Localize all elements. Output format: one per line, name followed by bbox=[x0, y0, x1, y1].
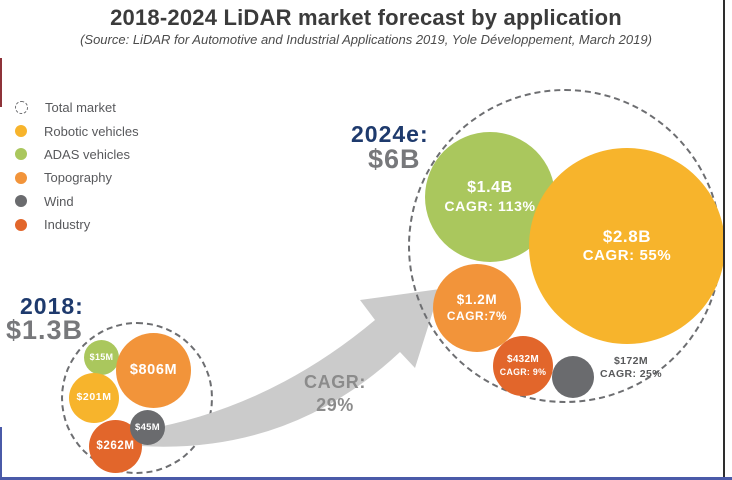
bubble-2024-wind bbox=[552, 356, 594, 398]
bubble-2018-topography: $806M bbox=[116, 333, 191, 408]
bubble-2024-wind-label: $172M CAGR: 25% bbox=[591, 355, 671, 381]
right-border-line bbox=[723, 0, 725, 480]
bubble-value: $1.2M bbox=[456, 292, 498, 308]
total-2024-label: $6B bbox=[368, 144, 421, 174]
legend-item-wind: Wind bbox=[15, 190, 139, 213]
bubble-value: $201M bbox=[76, 391, 112, 404]
chart-source: (Source: LiDAR for Automotive and Indust… bbox=[80, 32, 652, 47]
legend-item-total-market: Total market bbox=[15, 96, 139, 119]
growth-cagr-text: CAGR: 29% bbox=[285, 371, 385, 417]
legend-label: Topography bbox=[44, 170, 112, 186]
bubble-2024-topography: $1.2M CAGR:7% bbox=[433, 264, 521, 352]
total-2018-label: $1.3B bbox=[6, 315, 84, 345]
left-blue-border-segment bbox=[0, 427, 2, 480]
bubble-value: $2.8B bbox=[602, 227, 652, 247]
bubble-value: $262M bbox=[96, 440, 135, 453]
legend-item-robotic-vehicles: Robotic vehicles bbox=[15, 119, 139, 142]
bubble-cagr: CAGR: 55% bbox=[582, 247, 672, 265]
legend-item-topography: Topography bbox=[15, 166, 139, 189]
legend-label: ADAS vehicles bbox=[44, 146, 130, 162]
gray-dot-icon bbox=[15, 195, 27, 208]
year-2024-label: 2024e: bbox=[351, 121, 429, 147]
growth-cagr-label: CAGR: bbox=[304, 372, 366, 392]
chart-title: 2018-2024 LiDAR market forecast by appli… bbox=[110, 5, 622, 30]
bottom-border-line bbox=[0, 477, 732, 480]
dashed-circle-icon bbox=[15, 101, 28, 115]
bubble-2018-robotic: $201M bbox=[69, 373, 119, 423]
bubble-value: $432M bbox=[506, 354, 540, 366]
bubble-value: $172M bbox=[613, 355, 649, 367]
green-dot-icon bbox=[15, 148, 27, 161]
bubble-cagr: CAGR: 25% bbox=[600, 368, 662, 380]
legend-item-adas-vehicles: ADAS vehicles bbox=[15, 143, 139, 166]
bubble-cagr: CAGR: 9% bbox=[499, 366, 547, 377]
legend-label: Robotic vehicles bbox=[44, 123, 139, 139]
bubble-value: $45M bbox=[135, 421, 160, 433]
legend: Total market Robotic vehicles ADAS vehic… bbox=[15, 96, 139, 236]
left-red-border-segment bbox=[0, 58, 2, 107]
legend-label: Industry bbox=[44, 217, 91, 233]
red-orange-dot-icon bbox=[15, 218, 27, 231]
yellow-dot-icon bbox=[15, 125, 27, 138]
orange-dot-icon bbox=[15, 171, 27, 184]
legend-label: Total market bbox=[45, 100, 116, 116]
bubble-value: $1.4B bbox=[467, 179, 513, 197]
bubble-value: $15M bbox=[89, 351, 114, 362]
bubble-value: $806M bbox=[129, 362, 178, 379]
growth-cagr-value: 29% bbox=[316, 395, 354, 415]
bubble-cagr: CAGR: 113% bbox=[444, 198, 536, 215]
bubble-2024-industry: $432M CAGR: 9% bbox=[493, 336, 553, 396]
bubble-cagr: CAGR:7% bbox=[446, 309, 508, 324]
bubble-2024-robotic: $2.8B CAGR: 55% bbox=[529, 148, 725, 344]
bubble-2018-adas: $15M bbox=[84, 340, 119, 375]
year-2018-label: 2018: bbox=[20, 293, 84, 319]
legend-label: Wind bbox=[44, 193, 74, 209]
bubble-2018-wind: $45M bbox=[130, 410, 165, 445]
legend-item-industry: Industry bbox=[15, 213, 139, 236]
